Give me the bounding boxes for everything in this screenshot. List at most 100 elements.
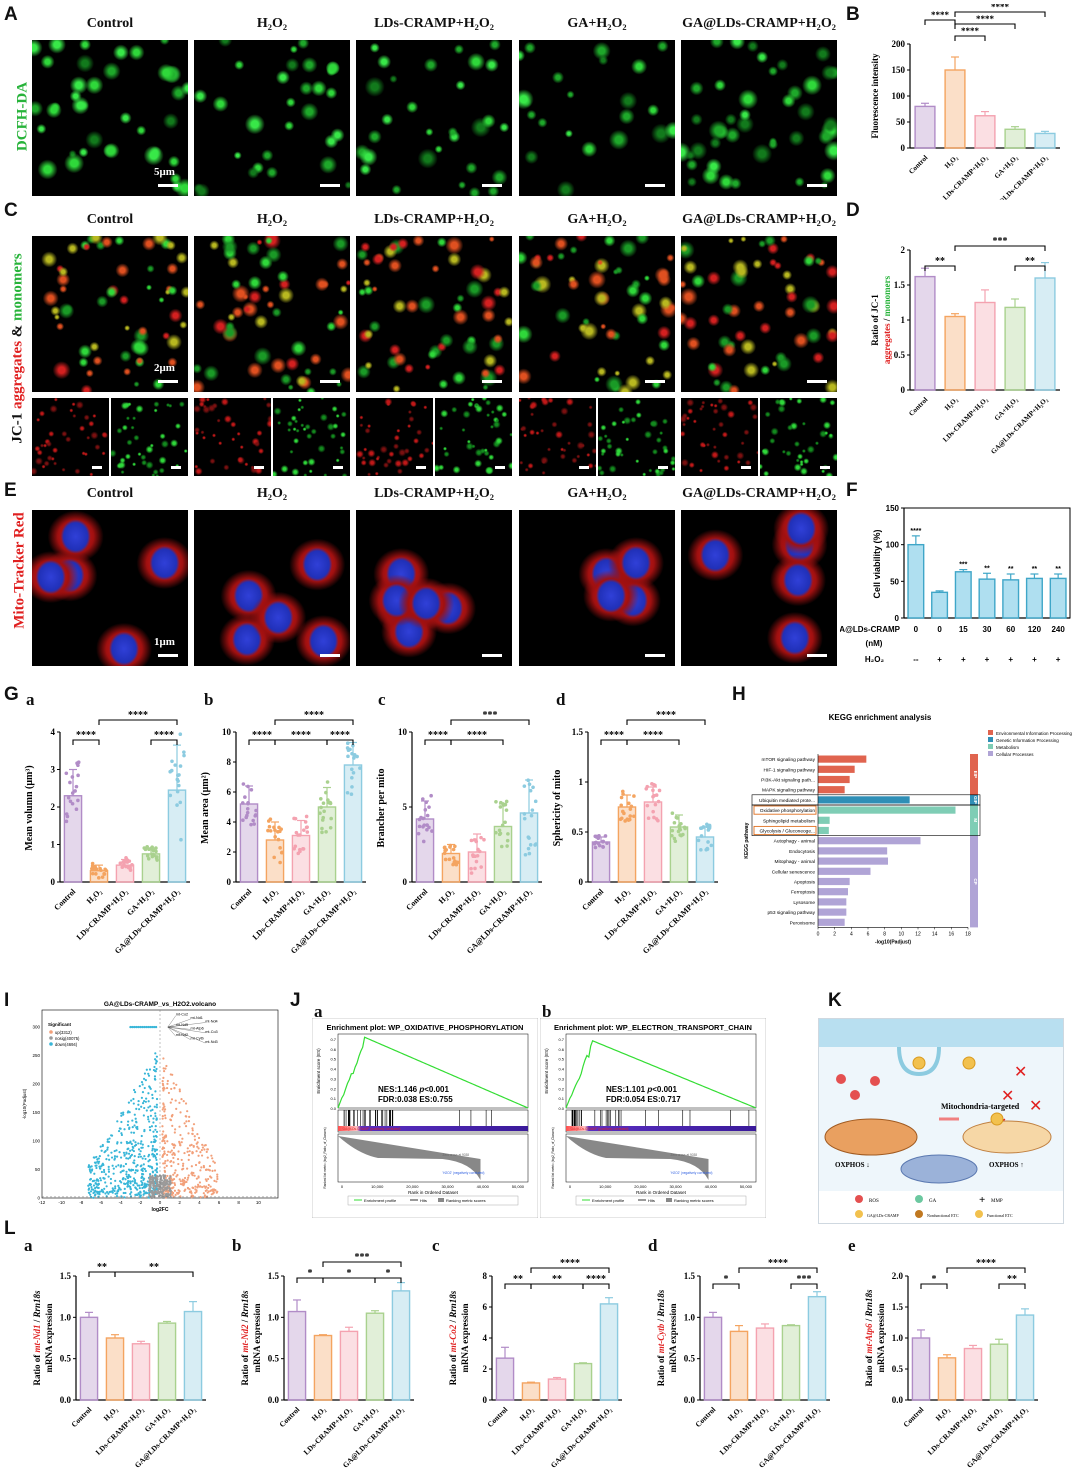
data-point	[161, 1181, 164, 1184]
data-point	[100, 1164, 103, 1167]
data-point	[175, 1191, 179, 1194]
data-point	[208, 1164, 212, 1168]
mito-healthy	[962, 1120, 1052, 1154]
y-tick-label: 6	[483, 1302, 488, 1312]
x-axis-label: log2FC	[152, 1207, 169, 1213]
data-point	[96, 876, 101, 880]
data-point	[162, 1102, 165, 1105]
chart-lb: 0.0 0.5 1.0 1.5 Ratio of mt-Nd2 / Rrn18s mRNA…	[240, 1252, 414, 1470]
significance-label: ****	[656, 710, 676, 721]
data-point	[188, 1150, 191, 1153]
data-point	[155, 1168, 158, 1172]
data-point	[173, 763, 178, 767]
data-point	[101, 1144, 104, 1148]
data-point	[94, 1193, 97, 1196]
sublabel-le: e	[848, 1236, 856, 1255]
data-point	[203, 1144, 206, 1147]
data-point	[303, 820, 308, 824]
y-tick-label: 1.5	[60, 1271, 72, 1281]
jc1-prefix: JC-1	[9, 408, 26, 444]
data-point	[155, 1158, 158, 1162]
data-point	[119, 1171, 122, 1174]
data-point	[87, 1184, 90, 1187]
scale-bar	[482, 380, 502, 383]
micrograph-jc1-split-0-1	[111, 398, 188, 476]
data-point	[170, 1164, 173, 1168]
data-point	[678, 827, 683, 832]
data-point	[161, 1194, 164, 1197]
data-point	[443, 848, 447, 853]
data-point	[129, 1185, 132, 1189]
data-point	[178, 800, 183, 805]
data-point	[159, 1180, 162, 1183]
data-point	[192, 1186, 195, 1190]
data-point	[212, 1191, 215, 1194]
x-tick-label: H₂O₂	[943, 396, 959, 412]
data-point	[159, 1188, 162, 1191]
data-point	[139, 1155, 143, 1158]
data-point	[186, 1150, 189, 1153]
data-point	[707, 826, 712, 830]
micrograph-A-2	[356, 40, 512, 196]
data-point	[128, 1156, 132, 1159]
data-point	[632, 794, 636, 798]
data-point	[161, 1108, 164, 1111]
y-tick-label: 0	[579, 877, 584, 887]
data-point	[469, 838, 474, 843]
data-point	[245, 806, 250, 811]
data-point	[97, 1160, 101, 1163]
data-point	[95, 1164, 98, 1167]
data-point	[184, 1188, 187, 1191]
data-point	[131, 1025, 134, 1029]
data-point	[192, 1144, 195, 1148]
y-tick-label: 0	[227, 877, 232, 887]
significance-label: ****	[252, 730, 272, 741]
data-point	[166, 1159, 169, 1162]
data-point	[699, 834, 704, 838]
data-point	[280, 850, 284, 855]
significance-bracket	[582, 1283, 610, 1289]
data-point	[151, 1147, 154, 1150]
data-point	[172, 1161, 175, 1164]
data-point	[144, 1100, 147, 1103]
data-point	[90, 1165, 93, 1168]
y-tick-label: 0	[895, 614, 900, 623]
membrane-band	[819, 1019, 1063, 1047]
y-axis-label: Ratio of mt-Nd1 / Rrn18s	[32, 1290, 42, 1386]
data-point	[670, 833, 674, 838]
data-point	[150, 1025, 154, 1029]
x-tick-label: H₂O₂	[613, 887, 632, 906]
metric-frame	[337, 1133, 529, 1183]
data-point	[92, 1188, 95, 1191]
x-tick-label: -8	[79, 1200, 83, 1205]
significance-label: ***	[797, 1274, 812, 1285]
data-point	[178, 1125, 181, 1128]
data-point	[123, 1153, 126, 1156]
column-title-0: Control	[86, 212, 134, 227]
bar	[599, 1303, 619, 1401]
x-tick-label: +	[937, 655, 942, 664]
data-point	[504, 808, 509, 812]
data-point	[197, 1136, 201, 1140]
data-point	[191, 1132, 194, 1135]
sublabel-ja: a	[314, 1002, 323, 1021]
significance-label: ****	[76, 730, 96, 741]
data-point	[522, 812, 527, 816]
y-axis-label: Fluorescence intensity	[870, 53, 880, 139]
data-point	[161, 1117, 164, 1120]
data-point	[178, 1090, 181, 1093]
data-point	[273, 828, 277, 832]
data-point	[212, 1160, 215, 1163]
data-point	[95, 1178, 99, 1181]
data-point	[173, 1152, 176, 1155]
sublabel-gb: b	[204, 690, 214, 709]
x-tick-label: 20,000	[406, 1184, 419, 1189]
data-point	[656, 818, 660, 823]
data-point	[186, 1147, 189, 1150]
panel-label-j: J	[290, 990, 301, 1011]
nes-text: NES:1.101 p<0.001	[606, 1085, 677, 1094]
data-point	[169, 1101, 172, 1104]
data-point	[127, 1101, 131, 1104]
data-point	[68, 799, 73, 804]
scale-bar	[320, 654, 340, 657]
